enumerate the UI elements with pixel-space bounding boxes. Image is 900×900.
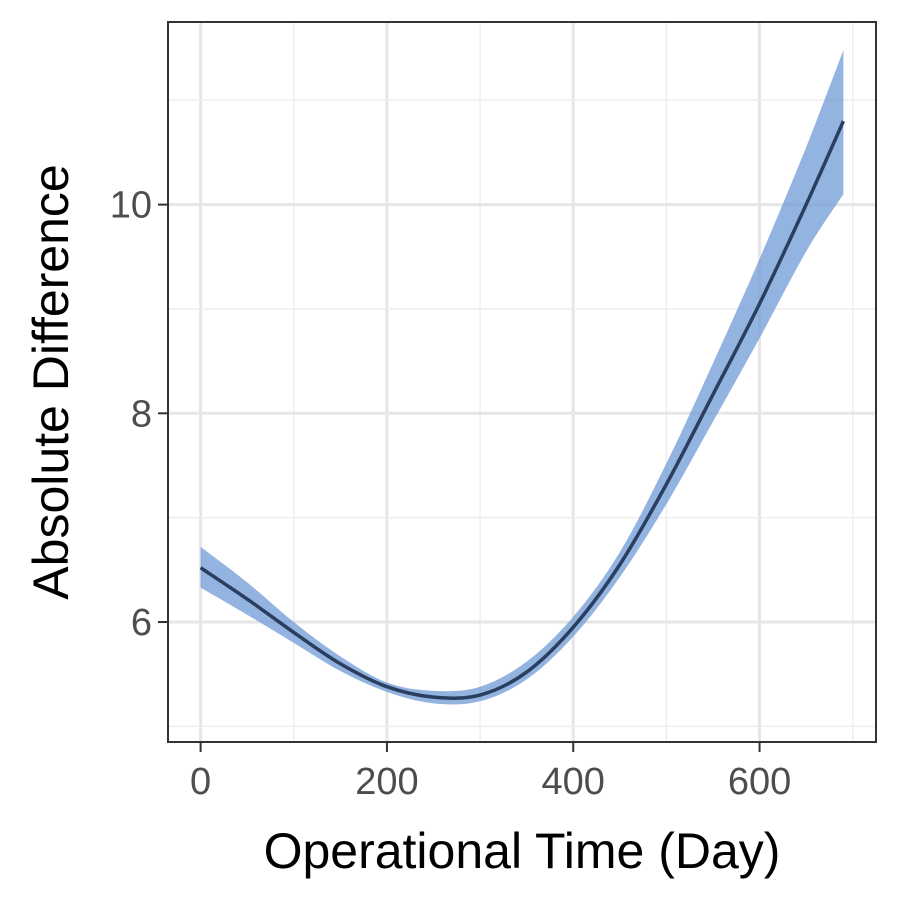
y-tick-label: 6 — [131, 602, 152, 644]
confidence-ribbon — [200, 50, 844, 705]
x-tick-label: 200 — [355, 761, 418, 803]
y-tick-label: 8 — [131, 393, 152, 435]
x-axis: 0 200 400 600 — [190, 742, 791, 803]
panel-border — [167, 21, 877, 743]
x-axis-title: Operational Time (Day) — [264, 823, 781, 879]
x-tick-label: 400 — [542, 761, 605, 803]
fitted-line — [199, 120, 845, 700]
x-tick-label: 600 — [728, 761, 791, 803]
y-tick-label: 10 — [110, 185, 152, 227]
y-axis-title: Absolute Difference — [23, 164, 79, 599]
y-axis: 6 8 10 — [110, 185, 168, 644]
x-tick-label: 0 — [190, 761, 211, 803]
grid — [168, 22, 876, 742]
